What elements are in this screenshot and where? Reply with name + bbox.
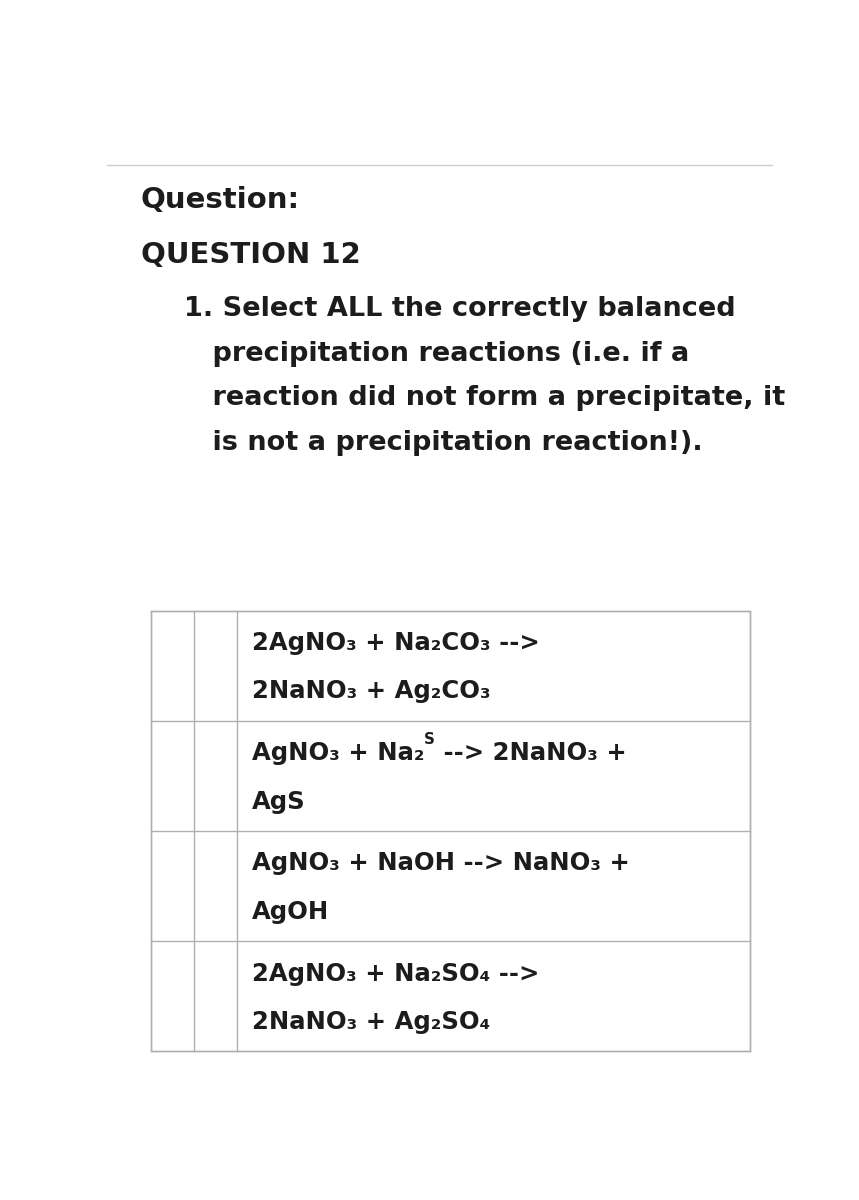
Text: 2NaNO₃ + Ag₂SO₄: 2NaNO₃ + Ag₂SO₄ [252, 1010, 490, 1034]
Text: AgNO₃ + NaOH --> NaNO₃ +: AgNO₃ + NaOH --> NaNO₃ + [252, 851, 630, 875]
Text: is not a precipitation reaction!).: is not a precipitation reaction!). [184, 430, 703, 456]
Text: reaction did not form a precipitate, it: reaction did not form a precipitate, it [184, 385, 785, 412]
Text: --> 2NaNO₃ +: --> 2NaNO₃ + [436, 742, 627, 766]
Text: QUESTION 12: QUESTION 12 [141, 241, 361, 269]
Bar [150, 611, 750, 1051]
Text: 2NaNO₃ + Ag₂CO₃: 2NaNO₃ + Ag₂CO₃ [252, 679, 490, 703]
Text: AgNO₃ + Na₂: AgNO₃ + Na₂ [252, 742, 424, 766]
Text: 2AgNO₃ + Na₂CO₃ -->: 2AgNO₃ + Na₂CO₃ --> [252, 631, 539, 655]
Text: Question:: Question: [141, 186, 300, 214]
Text: AgOH: AgOH [252, 900, 329, 924]
Text: 2AgNO₃ + Na₂SO₄ -->: 2AgNO₃ + Na₂SO₄ --> [252, 961, 539, 985]
Text: AgS: AgS [252, 790, 306, 814]
Text: S: S [424, 732, 436, 746]
Text: 1. Select ALL the correctly balanced: 1. Select ALL the correctly balanced [184, 296, 735, 323]
Text: precipitation reactions (i.e. if a: precipitation reactions (i.e. if a [184, 341, 689, 367]
